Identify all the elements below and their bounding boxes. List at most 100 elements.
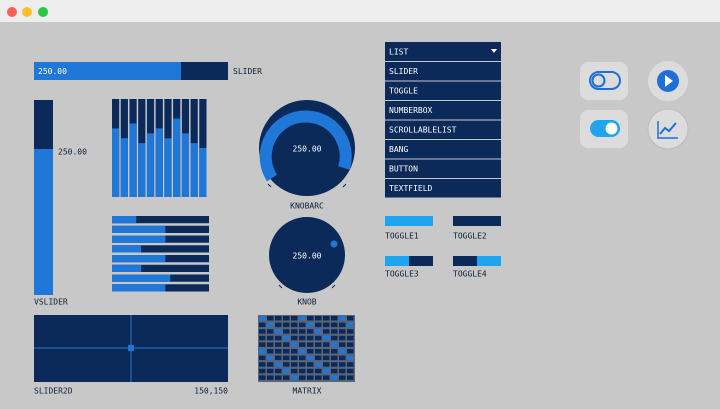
matrix-cell[interactable]: [315, 322, 322, 328]
matrix-cell[interactable]: [347, 375, 354, 380]
matrix-cell[interactable]: [347, 368, 354, 374]
matrix-cell[interactable]: [315, 368, 322, 374]
matrix-cell[interactable]: [275, 322, 282, 328]
matrix-cell[interactable]: [307, 316, 314, 321]
matrix-cell[interactable]: [323, 335, 330, 341]
matrix-cell[interactable]: [267, 355, 274, 361]
matrix-cell[interactable]: [267, 375, 274, 380]
matrix-cell[interactable]: [331, 329, 338, 334]
list-item[interactable]: [385, 140, 501, 159]
list-item[interactable]: [385, 179, 501, 198]
matrix-cell[interactable]: [283, 322, 290, 328]
matrix-cell[interactable]: [307, 342, 314, 347]
matrix-cell[interactable]: [347, 316, 354, 321]
maximize-button[interactable]: [38, 7, 48, 17]
knobarc[interactable]: [259, 100, 355, 196]
matrix-cell[interactable]: [331, 355, 338, 361]
matrix-cell[interactable]: [315, 316, 322, 321]
matrix-cell[interactable]: [299, 316, 306, 321]
matrix-cell[interactable]: [331, 362, 338, 367]
matrix-cell[interactable]: [299, 342, 306, 347]
matrix-cell[interactable]: [339, 316, 346, 321]
slider2d[interactable]: [34, 315, 228, 382]
matrix-cell[interactable]: [283, 375, 290, 380]
matrix-cell[interactable]: [347, 322, 354, 328]
matrix-cell[interactable]: [347, 329, 354, 334]
matrix-cell[interactable]: [323, 329, 330, 334]
matrix-cell[interactable]: [259, 329, 266, 334]
close-button[interactable]: [7, 7, 17, 17]
matrix-cell[interactable]: [291, 362, 298, 367]
matrix-cell[interactable]: [339, 329, 346, 334]
matrix-cell[interactable]: [291, 349, 298, 354]
matrix-cell[interactable]: [339, 355, 346, 361]
matrix-cell[interactable]: [339, 349, 346, 354]
matrix-cell[interactable]: [291, 342, 298, 347]
matrix-cell[interactable]: [339, 362, 346, 367]
matrix-cell[interactable]: [275, 375, 282, 380]
matrix-cell[interactable]: [323, 355, 330, 361]
matrix-cell[interactable]: [259, 368, 266, 374]
matrix-cell[interactable]: [299, 362, 306, 367]
matrix-cell[interactable]: [331, 342, 338, 347]
toggle[interactable]: [453, 216, 501, 226]
matrix-cell[interactable]: [283, 316, 290, 321]
matrix-cell[interactable]: [291, 335, 298, 341]
toggle[interactable]: [385, 216, 433, 226]
hbar-track[interactable]: [112, 245, 209, 253]
matrix-cell[interactable]: [267, 322, 274, 328]
matrix-cell[interactable]: [315, 375, 322, 380]
matrix-cell[interactable]: [267, 349, 274, 354]
matrix-cell[interactable]: [323, 322, 330, 328]
matrix-cell[interactable]: [339, 375, 346, 380]
matrix-cell[interactable]: [291, 355, 298, 361]
matrix-cell[interactable]: [307, 375, 314, 380]
matrix-cell[interactable]: [315, 355, 322, 361]
matrix-cell[interactable]: [307, 368, 314, 374]
matrix-cell[interactable]: [259, 375, 266, 380]
matrix-cell[interactable]: [267, 335, 274, 341]
matrix-cell[interactable]: [307, 349, 314, 354]
matrix-cell[interactable]: [283, 329, 290, 334]
matrix-cell[interactable]: [347, 355, 354, 361]
matrix-cell[interactable]: [339, 335, 346, 341]
list-header[interactable]: [385, 42, 501, 61]
matrix-cell[interactable]: [323, 316, 330, 321]
matrix-cell[interactable]: [267, 342, 274, 347]
list-item[interactable]: [385, 101, 501, 120]
matrix-cell[interactable]: [347, 349, 354, 354]
matrix-cell[interactable]: [331, 349, 338, 354]
matrix-cell[interactable]: [307, 335, 314, 341]
matrix-cell[interactable]: [315, 329, 322, 334]
matrix-cell[interactable]: [275, 362, 282, 367]
matrix-cell[interactable]: [275, 349, 282, 354]
matrix-cell[interactable]: [259, 342, 266, 347]
matrix-cell[interactable]: [339, 342, 346, 347]
chart-button[interactable]: [647, 108, 689, 150]
matrix-cell[interactable]: [275, 355, 282, 361]
matrix-cell[interactable]: [259, 362, 266, 367]
matrix-cell[interactable]: [283, 368, 290, 374]
matrix-cell[interactable]: [283, 335, 290, 341]
matrix-cell[interactable]: [259, 316, 266, 321]
matrix-cell[interactable]: [275, 368, 282, 374]
slider[interactable]: [34, 62, 228, 80]
matrix-cell[interactable]: [291, 368, 298, 374]
matrix-cell[interactable]: [283, 349, 290, 354]
minimize-button[interactable]: [22, 7, 32, 17]
matrix-cell[interactable]: [323, 342, 330, 347]
matrix-cell[interactable]: [331, 375, 338, 380]
matrix-cell[interactable]: [315, 362, 322, 367]
matrix-cell[interactable]: [283, 362, 290, 367]
matrix-cell[interactable]: [259, 349, 266, 354]
matrix-cell[interactable]: [339, 368, 346, 374]
matrix-cell[interactable]: [347, 335, 354, 341]
matrix-cell[interactable]: [323, 349, 330, 354]
matrix-cell[interactable]: [315, 335, 322, 341]
matrix-cell[interactable]: [347, 342, 354, 347]
list-item[interactable]: [385, 62, 501, 81]
matrix-cell[interactable]: [259, 355, 266, 361]
matrix-cell[interactable]: [283, 342, 290, 347]
knob[interactable]: [269, 217, 345, 293]
matrix-cell[interactable]: [267, 362, 274, 367]
